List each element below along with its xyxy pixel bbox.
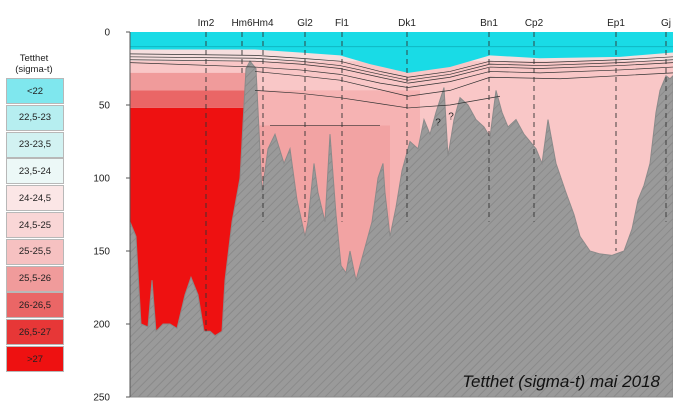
y-axis: 0 50 100 150 200 250	[93, 28, 131, 404]
isopycnal-line-1	[129, 56, 673, 81]
station-label-Gj: Gj	[661, 18, 671, 29]
isopycnal-line-2	[129, 59, 673, 84]
seabed-layer	[129, 60, 673, 398]
isopycnal-line-5	[254, 90, 501, 109]
legend-title: Tetthet (sigma-t)	[2, 53, 66, 75]
legend-item-0: <22	[6, 78, 64, 104]
y-tick-label-0: 0	[104, 28, 110, 39]
station-label-Bn1: Bn1	[480, 18, 498, 29]
annotations: ??	[435, 112, 454, 129]
station-label-Ep1: Ep1	[607, 18, 625, 29]
station-label-Hm6: Hm6	[231, 18, 253, 29]
y-tick-label-100: 100	[93, 174, 110, 185]
y-tick-label-250: 250	[93, 393, 110, 404]
legend-item-10: >27	[6, 346, 64, 372]
legend-title-line2: (sigma-t)	[15, 64, 53, 75]
legend-title-line1: Tetthet	[19, 53, 49, 64]
legend-item-1: 22,5-23	[6, 104, 64, 131]
station-markers: Im2 Hm6 Hm4 Gl2 Fl1 Dk1 Bn1 Cp2 Ep1 Gj	[198, 18, 671, 332]
y-tick-label-50: 50	[99, 101, 111, 112]
band-fill-26	[130, 90, 255, 108]
station-label-Hm4: Hm4	[252, 18, 274, 29]
legend-item-7: 25,5-26	[6, 265, 64, 292]
legend-item-2: 23-23,5	[6, 131, 64, 158]
y-tick-label-150: 150	[93, 247, 110, 258]
band-fill-255	[130, 72, 255, 91]
legend-item-9: 26,5-27	[6, 319, 64, 346]
station-label-Fl1: Fl1	[335, 18, 349, 29]
chart-title: Tetthet (sigma-t) mai 2018	[462, 372, 660, 391]
legend-item-8: 26-26,5	[6, 292, 64, 319]
legend-item-3: 23,5-24	[6, 158, 64, 185]
legend-item-6: 25-25,5	[6, 238, 64, 265]
station-label-Im2: Im2	[198, 18, 215, 29]
station-label-Gl2: Gl2	[297, 18, 313, 29]
seabed	[129, 60, 673, 398]
isopycnal-line-4	[254, 71, 673, 97]
station-label-Dk1: Dk1	[398, 18, 416, 29]
surface-layer	[130, 32, 673, 73]
question-annotation-1: ?	[448, 112, 454, 123]
isopycnal-line-3	[129, 62, 673, 88]
station-label-Cp2: Cp2	[525, 18, 544, 29]
question-annotation-0: ?	[435, 117, 441, 128]
legend-item-4: 24-24,5	[6, 185, 64, 212]
legend-item-5: 24,5-25	[6, 212, 64, 238]
isopycnal-line-0	[129, 53, 673, 78]
isopycnal-lines	[129, 53, 673, 126]
y-tick-label-200: 200	[93, 320, 110, 331]
